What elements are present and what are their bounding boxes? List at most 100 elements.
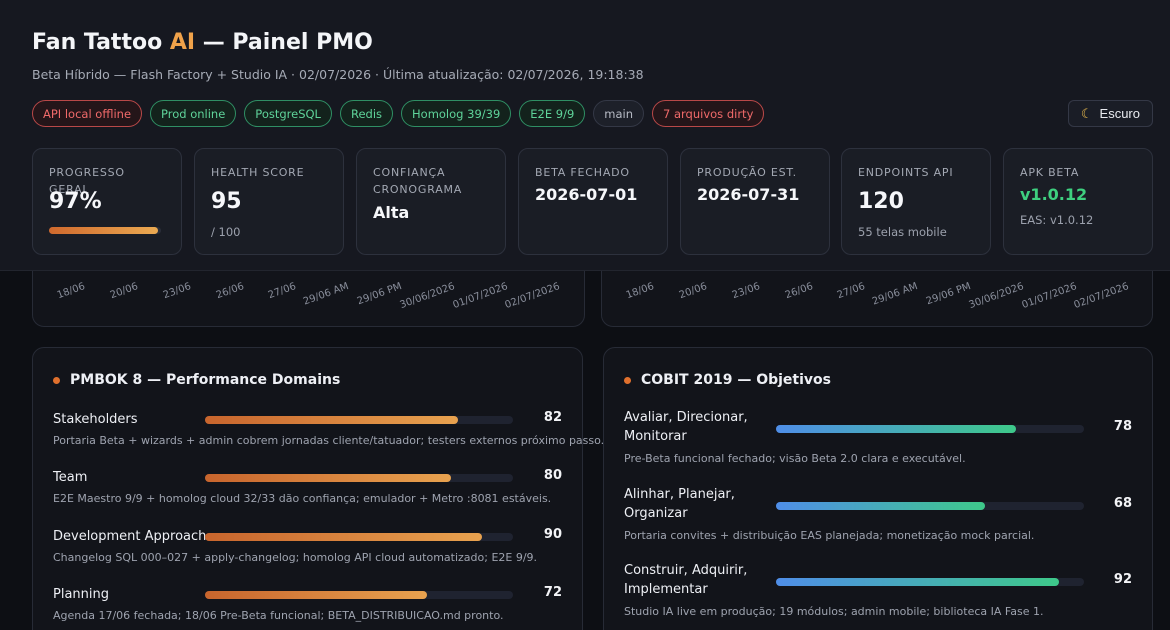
objective-bar [776,425,1084,433]
kpi-sub: EAS: v1.0.12 [1020,213,1094,227]
x-axis-tick-label: 29/06 PM [355,281,404,308]
objective-bar [776,502,1084,510]
kpi-card-apk: APK Beta v1.0.12 EAS: v1.0.12 [1003,148,1153,255]
kpi-value: 120 [858,189,904,214]
pmbok-title-text: PMBOK 8 — Performance Domains [70,372,341,388]
x-axis-tick-label: 27/06 [267,281,298,302]
x-axis-tick-label: 20/06 [677,281,709,302]
kpi-card-production: Produção est. 2026-07-31 [680,148,830,255]
status-badge-branch: main [593,100,645,127]
kpi-value: 2026-07-01 [535,185,638,204]
objective-label-line2: Organizar [624,506,688,521]
moon-icon: ☾ [1080,105,1093,121]
domain-label: Development Approach [53,529,207,544]
title-rest: — Painel PMO [195,30,373,55]
status-chips: API local offline Prod online PostgreSQL… [32,100,765,127]
status-badge-homolog: Homolog 39/39 [401,100,512,127]
domain-note: Changelog SQL 000–027 + apply-changelog;… [53,551,538,564]
sticky-header: Fan Tattoo AI — Painel PMO Beta Híbrido … [0,0,1170,271]
x-axis-tick-label: 01/07/2026 [451,281,509,312]
page-title: Fan Tattoo AI — Painel PMO [32,30,373,55]
x-axis-tick-label: 26/06 [214,281,246,302]
x-axis-tick-label: 23/06 [730,281,762,302]
kpi-label: Produção est. [697,166,797,179]
objective-score: 68 [1113,496,1132,511]
domain-label: Planning [53,587,109,602]
cobit-objective-row: Alinhar, Planejar, Organizar 68 Portaria… [624,485,1132,545]
x-axis-tick-label: 30/06/2026 [398,281,457,312]
page-subtitle: Beta Híbrido — Flash Factory + Studio IA… [32,67,644,82]
progress-bar [49,227,161,234]
kpi-card-beta: Beta fechado 2026-07-01 [518,148,668,255]
status-badge-dirty-files: 7 arquivos dirty [652,100,765,127]
kpi-card-progress: Progresso geral 97% [32,148,182,255]
objective-label-line1: Alinhar, Planejar, [624,487,735,502]
x-axis-tick-label: 29/06 AM [871,281,920,308]
theme-toggle-label: Escuro [1099,106,1140,121]
objective-label-line2: Monitorar [624,429,687,444]
objective-note: Portaria convites + distribuição EAS pla… [624,529,1035,542]
domain-bar [205,416,513,424]
status-badge-api-local: API local offline [32,100,143,127]
objective-label-line1: Construir, Adquirir, [624,563,748,578]
x-axis-tick-label: 18/06 [624,281,656,302]
domain-bar [205,474,513,482]
pmbok-domain-row: Stakeholders 82 Portaria Beta + wizards … [53,410,604,450]
bullet-dot-icon [53,376,60,384]
kpi-value: Alta [373,203,410,222]
domain-bar-fill [205,533,483,541]
pmbok-domain-row: Team 80 E2E Maestro 9/9 + homolog cloud … [53,468,562,508]
theme-toggle-button[interactable]: ☾ Escuro [1067,100,1153,127]
domain-note: Portaria Beta + wizards + admin cobrem j… [53,434,605,447]
objective-bar-fill [776,425,1017,433]
status-badge-postgresql: PostgreSQL [244,100,332,127]
status-badge-e2e: E2E 9/9 [519,100,586,127]
domain-label: Team [53,470,88,485]
domain-bar [205,533,513,541]
kpi-value: v1.0.12 [1020,185,1088,204]
pmbok-title: PMBOK 8 — Performance Domains [53,372,340,388]
kpi-card-confidence: Confiança cronograma Alta [356,148,506,255]
x-axis-tick-label: 30/06/2026 [967,281,1026,312]
objective-score: 78 [1113,419,1132,434]
objective-score: 92 [1113,572,1132,587]
domain-score: 72 [543,585,562,600]
kpi-label: APK Beta [1020,166,1080,179]
title-main: Fan Tattoo [32,30,170,55]
domain-bar-fill [205,474,452,482]
kpi-value: 95 [211,189,242,214]
pmbok-domain-row: Planning 72 Agenda 17/06 fechada; 18/06 … [53,585,562,625]
x-axis-tick-label: 27/06 [836,281,867,302]
x-axis-tick-label: 23/06 [161,281,193,302]
pmbok-domain-row: Development Approach 90 Changelog SQL 00… [53,527,562,567]
domain-score: 80 [543,468,562,483]
domain-bar [205,591,513,599]
domain-bar-fill [205,591,427,599]
x-axis-tick-label: 02/07/2026 [1072,281,1131,312]
kpi-sub: 55 telas mobile [858,225,947,239]
title-accent: AI [169,30,196,55]
objective-bar-fill [776,578,1060,586]
kpi-value: 2026-07-31 [697,185,800,204]
cobit-title: COBIT 2019 — Objetivos [624,372,831,388]
x-axis-tick-label: 02/07/2026 [503,281,562,312]
kpi-card-health: Health score 95 / 100 [194,148,344,255]
domain-note: E2E Maestro 9/9 + homolog cloud 32/33 dã… [53,492,552,505]
kpi-value: 97% [49,189,102,214]
bullet-dot-icon [624,376,631,384]
objective-label-line1: Avaliar, Direcionar, [624,410,748,425]
pmbok-panel: PMBOK 8 — Performance Domains Stakeholde… [32,347,604,630]
progress-bar-fill [49,227,158,234]
x-axis-tick-label: 20/06 [108,281,140,302]
x-axis-tick-label: 18/06 [55,281,87,302]
kpi-sub: / 100 [211,225,241,239]
status-badge-redis: Redis [339,100,394,127]
status-badge-prod: Prod online [150,100,237,127]
domain-score: 82 [543,410,562,425]
cobit-objective-row: Avaliar, Direcionar, Monitorar 78 Pre-Be… [624,408,1132,468]
domain-label: Stakeholders [53,412,138,427]
domain-bar-fill [205,416,458,424]
kpi-label: Confiança cronograma [373,166,463,196]
kpi-label: Progresso geral [49,166,125,196]
